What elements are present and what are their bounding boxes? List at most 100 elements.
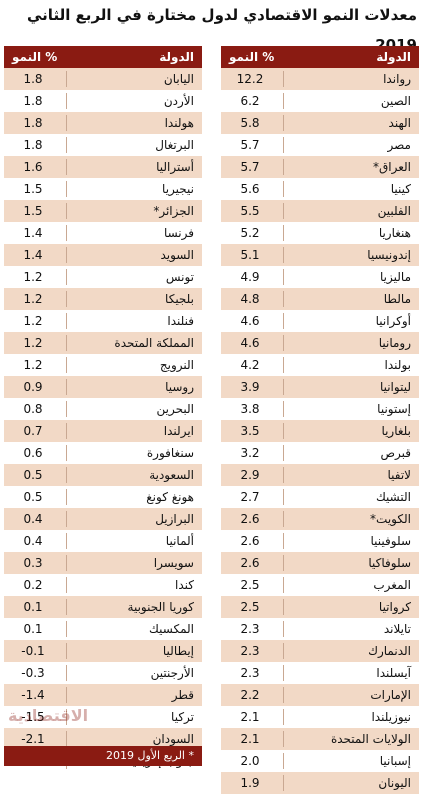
- country-cell: الجزائر*: [153, 204, 194, 218]
- growth-value-cell: 4.9: [240, 270, 260, 284]
- table-row: السودان -2.1: [4, 728, 202, 750]
- table-row: ألمانيا 0.4: [4, 530, 202, 552]
- column-divider: [283, 467, 284, 483]
- table-row: ماليزيا 4.9: [221, 266, 419, 288]
- column-divider: [283, 291, 284, 307]
- column-divider: [283, 687, 284, 703]
- watermark-logo: الاقتصادية: [8, 706, 89, 725]
- country-cell: تركيا: [171, 710, 194, 724]
- table-row: البحرين 0.8: [4, 398, 202, 420]
- table-row: إندونيسيا 5.1: [221, 244, 419, 266]
- growth-value-cell: 1.6: [23, 160, 43, 174]
- growth-value-cell: 5.7: [240, 160, 260, 174]
- table-row: نيوزيلندا 2.1: [221, 706, 419, 728]
- growth-value-cell: 6.2: [240, 94, 260, 108]
- column-divider: [66, 599, 67, 615]
- growth-value-cell: 1.8: [23, 138, 43, 152]
- table-row: الصين 6.2: [221, 90, 419, 112]
- growth-value-cell: 5.5: [240, 204, 260, 218]
- table-row: قطر -1.4: [4, 684, 202, 706]
- growth-value-cell: 1.4: [23, 226, 43, 240]
- growth-value-cell: -1.4: [21, 688, 45, 702]
- table-row: إستونيا 3.8: [221, 398, 419, 420]
- column-divider: [283, 115, 284, 131]
- table-row: البرازيل 0.4: [4, 508, 202, 530]
- growth-value-cell: 0.5: [23, 490, 43, 504]
- page-title: معدلات النمو الاقتصادي لدول مختارة في ال…: [27, 6, 417, 54]
- table-row: سلوفاكيا 2.6: [221, 552, 419, 574]
- column-divider: [283, 247, 284, 263]
- country-cell: رومانيا: [378, 336, 411, 350]
- table-row: هونغ كونغ 0.5: [4, 486, 202, 508]
- country-cell: سلوفينيا: [370, 534, 411, 548]
- country-cell: بلجيكا: [165, 292, 194, 306]
- growth-value-cell: -1.5: [21, 710, 45, 724]
- column-divider: [283, 401, 284, 417]
- growth-value-cell: 1.8: [23, 116, 43, 130]
- country-cell: إندونيسيا: [367, 248, 411, 262]
- column-divider: [66, 71, 67, 87]
- table-row: إيطاليا -0.1: [4, 640, 202, 662]
- growth-value-cell: 2.3: [240, 644, 260, 658]
- table-row: السويد 1.4: [4, 244, 202, 266]
- column-divider: [283, 379, 284, 395]
- table-row: رواندا 12.2: [221, 68, 419, 90]
- growth-value-cell: 5.2: [240, 226, 260, 240]
- column-divider: [66, 709, 67, 725]
- table-row: الدنمارك 2.3: [221, 640, 419, 662]
- table-row: سنغافورة 0.6: [4, 442, 202, 464]
- growth-value-cell: 0.7: [23, 424, 43, 438]
- column-divider: [283, 731, 284, 747]
- growth-value-cell: 0.5: [23, 468, 43, 482]
- table-header: الدولة النمو %: [221, 46, 419, 68]
- table-row: أوكرانيا 4.6: [221, 310, 419, 332]
- country-cell: الفلبين: [377, 204, 411, 218]
- country-cell: كوريا الجنوبية: [127, 600, 194, 614]
- table-row: تونس 1.2: [4, 266, 202, 288]
- column-divider: [283, 93, 284, 109]
- column-divider: [66, 489, 67, 505]
- growth-value-cell: -0.1: [21, 644, 45, 658]
- table-row: الأردن 1.8: [4, 90, 202, 112]
- country-cell: اليونان: [378, 776, 411, 790]
- column-divider: [66, 379, 67, 395]
- growth-value-cell: 2.9: [240, 468, 260, 482]
- column-divider: [66, 115, 67, 131]
- country-cell: ألمانيا: [165, 534, 194, 548]
- column-divider: [66, 93, 67, 109]
- header-growth: النمو %: [12, 50, 58, 64]
- column-divider: [66, 159, 67, 175]
- table-row: سلوفينيا 2.6: [221, 530, 419, 552]
- country-cell: كينيا: [390, 182, 411, 196]
- table-row: الأرجنتين -0.3: [4, 662, 202, 684]
- column-divider: [66, 445, 67, 461]
- column-divider: [66, 533, 67, 549]
- table-row: ايرلندا 0.7: [4, 420, 202, 442]
- table-row: تايلاند 2.3: [221, 618, 419, 640]
- table-row: فرنسا 1.4: [4, 222, 202, 244]
- growth-value-cell: 4.6: [240, 314, 260, 328]
- growth-value-cell: 3.8: [240, 402, 260, 416]
- growth-value-cell: 0.1: [23, 600, 43, 614]
- column-divider: [283, 511, 284, 527]
- growth-value-cell: 2.1: [240, 732, 260, 746]
- growth-value-cell: 1.5: [23, 204, 43, 218]
- column-divider: [66, 423, 67, 439]
- column-divider: [66, 291, 67, 307]
- country-cell: سويسرا: [153, 556, 194, 570]
- table-row: لاتفيا 2.9: [221, 464, 419, 486]
- growth-value-cell: 0.4: [23, 512, 43, 526]
- country-cell: هنغاريا: [378, 226, 411, 240]
- table-row: التشيك 2.7: [221, 486, 419, 508]
- table-row: اليونان 1.9: [221, 772, 419, 794]
- growth-value-cell: 5.1: [240, 248, 260, 262]
- country-cell: مصر: [387, 138, 411, 152]
- column-divider: [283, 313, 284, 329]
- country-cell: كرواتيا: [378, 600, 411, 614]
- column-divider: [283, 577, 284, 593]
- column-divider: [283, 643, 284, 659]
- growth-value-cell: 1.5: [23, 182, 43, 196]
- table-row: العراق* 5.7: [221, 156, 419, 178]
- growth-value-cell: 2.3: [240, 666, 260, 680]
- growth-value-cell: 2.1: [240, 710, 260, 724]
